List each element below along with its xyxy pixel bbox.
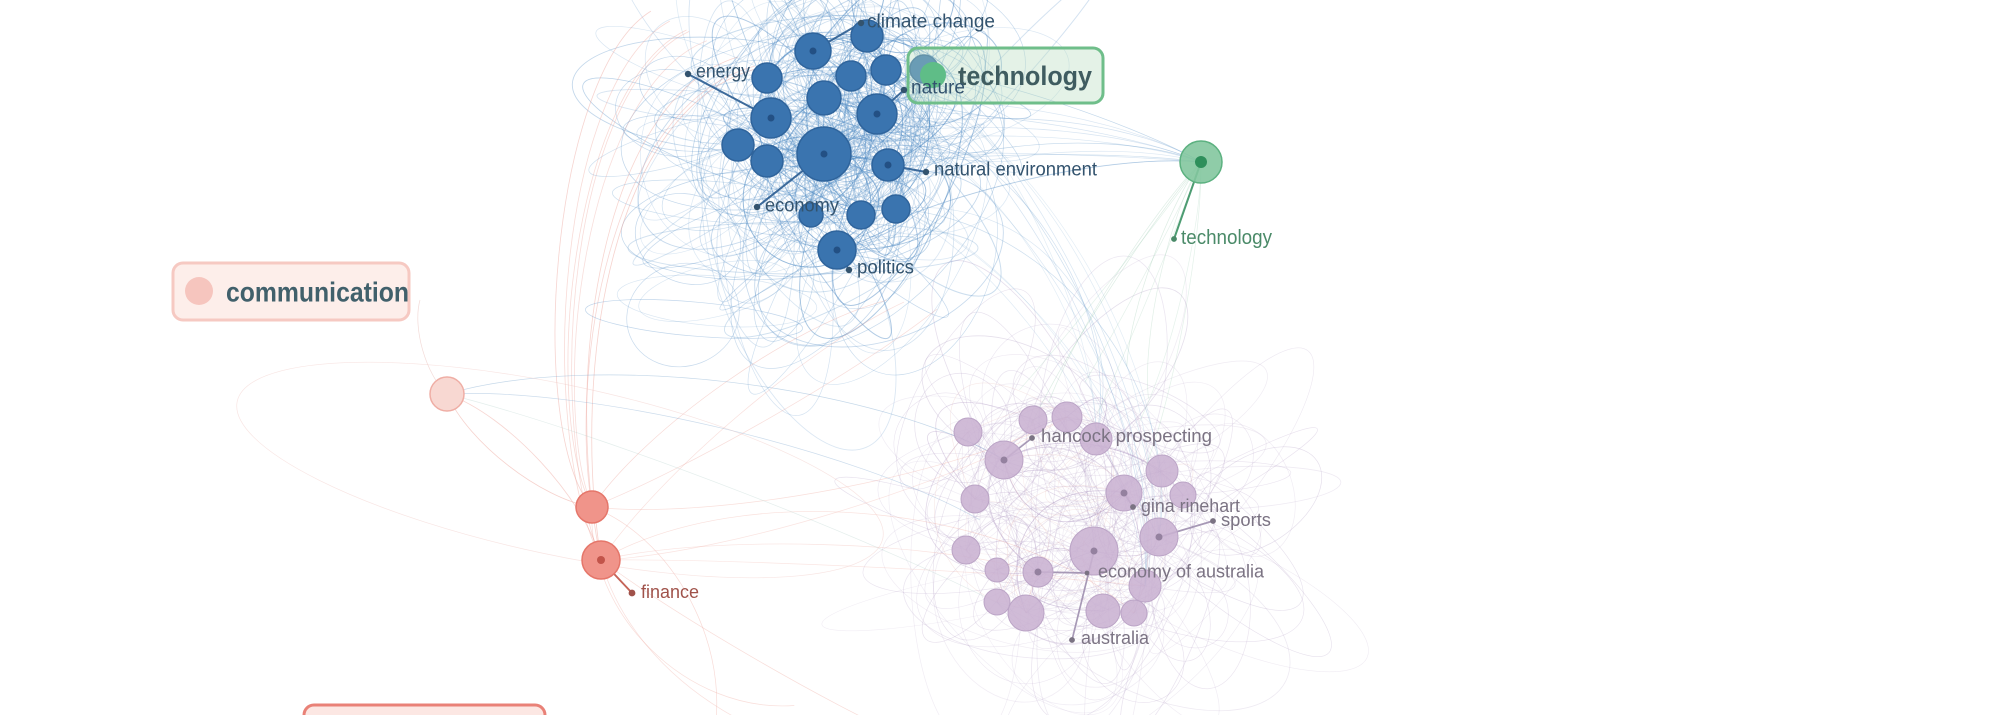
svg-text:communication: communication <box>226 277 409 308</box>
svg-text:finance: finance <box>641 582 699 602</box>
svg-text:australia: australia <box>1081 628 1150 648</box>
svg-text:gina rinehart: gina rinehart <box>1141 496 1240 516</box>
svg-text:sports: sports <box>1221 510 1271 530</box>
svg-text:energy: energy <box>696 62 750 83</box>
svg-text:climate change: climate change <box>867 12 995 33</box>
svg-text:technology: technology <box>1181 227 1272 249</box>
svg-text:hancock prospecting: hancock prospecting <box>1041 426 1212 446</box>
svg-text:economy of australia: economy of australia <box>1098 562 1265 582</box>
svg-text:technology: technology <box>958 61 1092 91</box>
svg-text:nature: nature <box>911 78 965 99</box>
svg-text:politics: politics <box>857 258 914 279</box>
svg-text:natural environment: natural environment <box>934 160 1098 181</box>
svg-text:economy: economy <box>765 196 839 217</box>
